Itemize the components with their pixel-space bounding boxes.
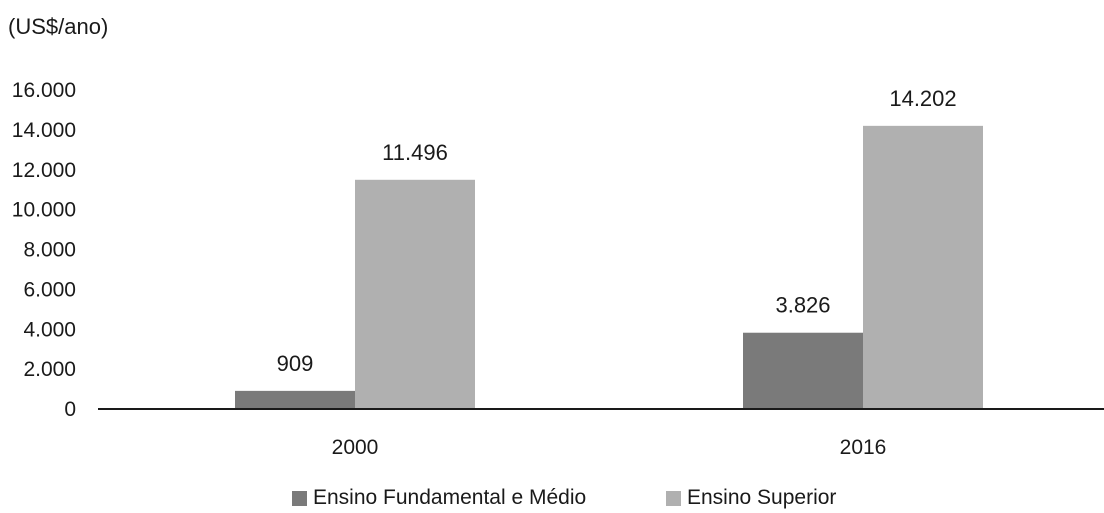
y-tick-label: 6.000 — [23, 278, 76, 301]
x-tick-label: 2000 — [332, 436, 379, 459]
y-tick-label: 12.000 — [12, 159, 76, 182]
legend-label-superior: Ensino Superior — [687, 486, 837, 509]
y-tick-label: 14.000 — [12, 119, 76, 142]
x-tick-label: 2016 — [840, 436, 887, 459]
bar-ensino-superior-2016 — [863, 125, 983, 409]
legend-swatch-superior — [666, 490, 681, 506]
y-axis-unit-label: (US$/ano) — [8, 14, 109, 39]
data-label: 909 — [277, 351, 314, 376]
data-label: 14.202 — [889, 86, 956, 111]
bar-ensino-fundamental-e-m-dio-2016 — [743, 332, 863, 409]
bar-chart: 0 2.000 4.000 6.000 8.000 10.000 12.000 14.000 1… — [12, 79, 1104, 459]
y-tick-label: 4.000 — [23, 318, 76, 341]
y-tick-label: 2.000 — [23, 358, 76, 381]
legend-item-fundamental-medio: Ensino Fundamental e Médio — [292, 486, 586, 510]
bar-ensino-superior-2000 — [355, 179, 475, 409]
y-tick-label: 16.000 — [12, 79, 76, 102]
chart-legend: Ensino Fundamental e Médio Ensino Superi… — [0, 486, 1104, 512]
legend-swatch-fundamental-medio — [292, 490, 307, 506]
legend-item-superior: Ensino Superior — [666, 486, 836, 510]
bar-ensino-fundamental-e-m-dio-2000 — [235, 390, 355, 409]
y-tick-label: 10.000 — [12, 199, 76, 222]
legend-label-fundamental-medio: Ensino Fundamental e Médio — [313, 486, 587, 509]
y-tick-label: 8.000 — [23, 239, 76, 262]
data-label: 11.496 — [382, 140, 448, 165]
data-label: 3.826 — [775, 293, 830, 318]
y-tick-label: 0 — [64, 398, 76, 421]
